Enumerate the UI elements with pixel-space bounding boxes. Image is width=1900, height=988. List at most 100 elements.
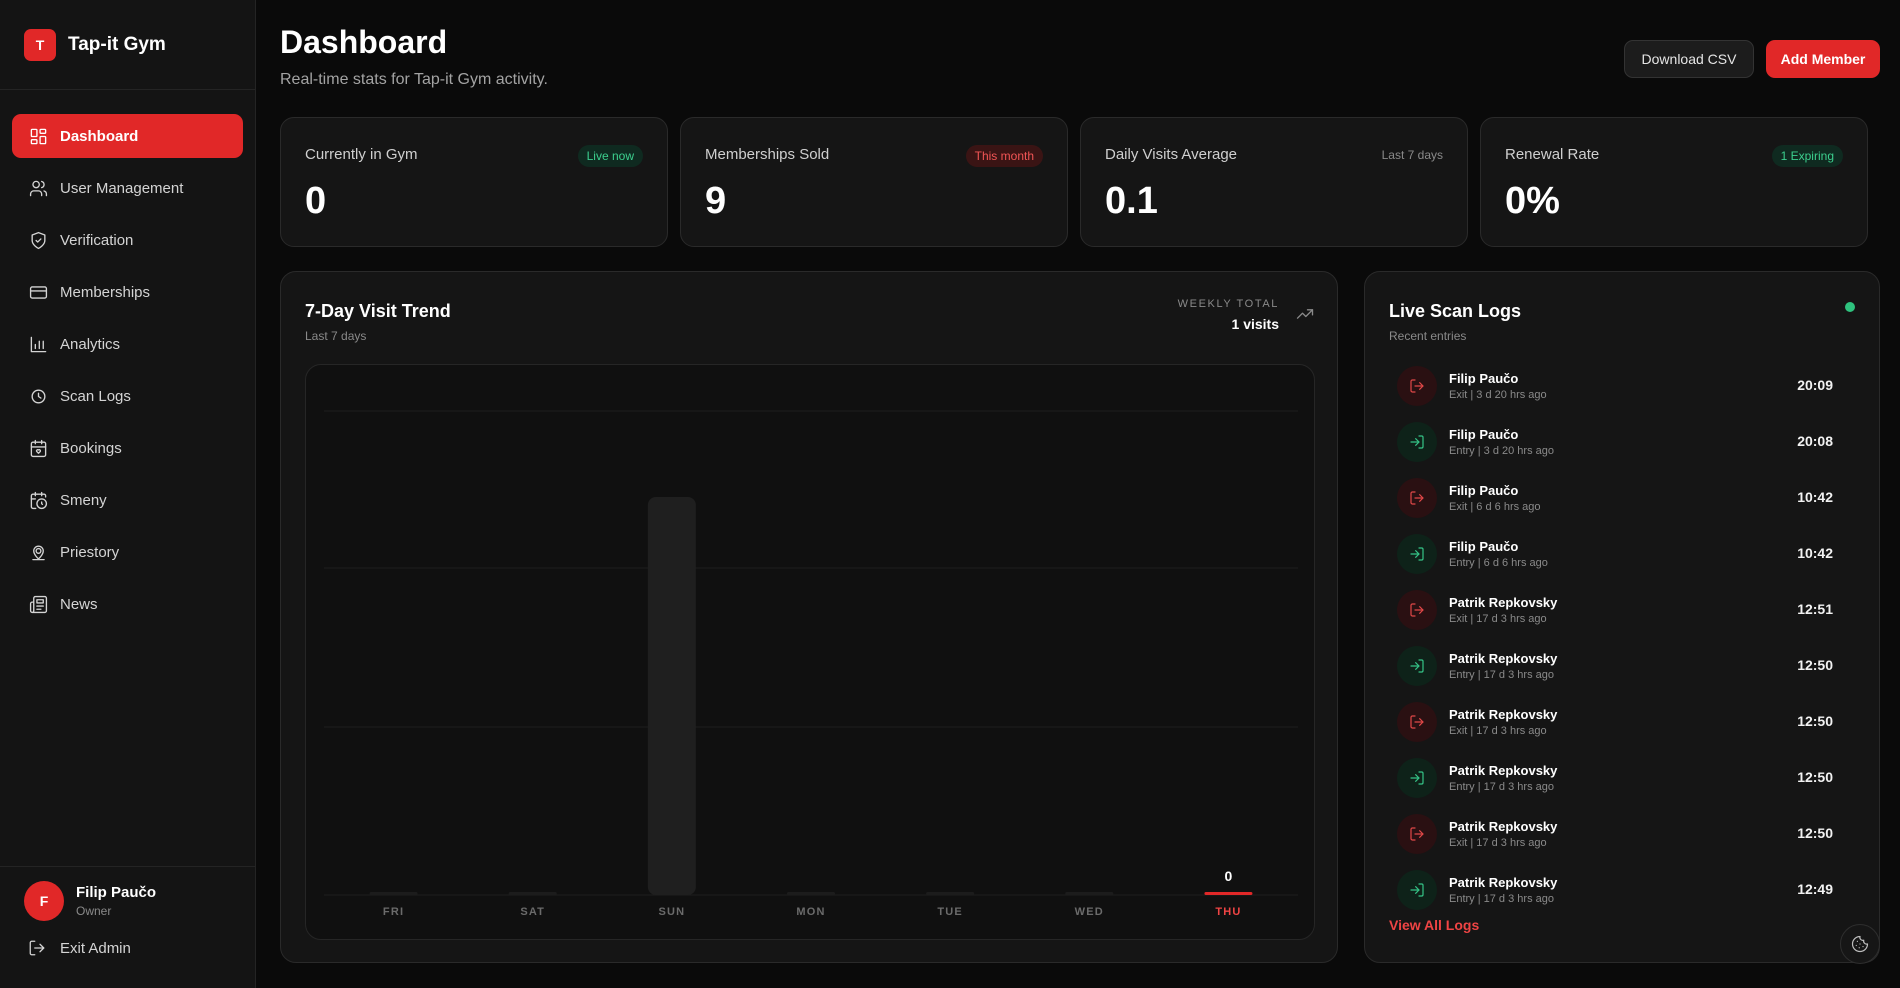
x-tick-label: SUN — [658, 906, 685, 918]
sidebar-item-label: User Management — [60, 179, 184, 197]
user-name: Filip Paučo — [76, 884, 157, 901]
sidebar-item-label: Bookings — [60, 439, 122, 457]
sidebar-item-label: Verification — [60, 231, 134, 249]
log-row[interactable]: Filip Paučo Entry | 6 d 6 hrs ago 10:42 — [1397, 526, 1857, 582]
log-detail: Exit | 17 d 3 hrs ago — [1449, 725, 1547, 737]
stat-value: 0.1 — [1105, 180, 1158, 222]
data-label: 0 — [1225, 868, 1233, 884]
download-csv-button[interactable]: Download CSV — [1624, 40, 1754, 78]
log-row[interactable]: Filip Paučo Exit | 6 d 6 hrs ago 10:42 — [1397, 470, 1857, 526]
sidebar-item-label: Smeny — [60, 491, 107, 509]
log-member-name: Patrik Repkovsky — [1449, 763, 1558, 778]
trending-up-icon — [1295, 304, 1315, 324]
log-member-name: Filip Paučo — [1449, 539, 1519, 554]
stat-card-renewal-rate: Renewal Rate 1 Expiring 0% — [1480, 117, 1868, 247]
bar — [647, 497, 696, 895]
bar-chart-icon — [28, 334, 48, 354]
logs-subtitle: Recent entries — [1389, 329, 1467, 343]
log-time: 20:09 — [1797, 377, 1833, 393]
stat-value: 0 — [305, 180, 327, 222]
sidebar-item-analytics[interactable]: Analytics — [12, 322, 243, 366]
stat-badge: Last 7 days — [1381, 148, 1443, 162]
bar — [787, 892, 835, 895]
log-row[interactable]: Filip Paučo Entry | 3 d 20 hrs ago 20:08 — [1397, 414, 1857, 470]
x-tick-label: FRI — [383, 906, 404, 918]
log-out-icon — [1397, 366, 1437, 406]
weekly-total-label: WEEKLY TOTAL — [1177, 298, 1279, 310]
log-row[interactable]: Patrik Repkovsky Exit | 17 d 3 hrs ago 12:… — [1397, 582, 1857, 638]
log-detail: Entry | 3 d 20 hrs ago — [1449, 445, 1554, 457]
log-detail: Exit | 3 d 20 hrs ago — [1449, 389, 1547, 401]
log-in-icon — [1397, 646, 1437, 686]
log-row[interactable]: Patrik Repkovsky Entry | 17 d 3 hrs ago 12… — [1397, 750, 1857, 806]
bar — [508, 892, 557, 895]
bar — [926, 892, 975, 895]
view-all-logs-link[interactable]: View All Logs — [1389, 917, 1480, 933]
user-role: Owner — [76, 904, 112, 918]
user-profile[interactable]: F Filip Paučo Owner — [24, 881, 255, 921]
log-row[interactable]: Patrik Repkovsky Exit | 17 d 3 hrs ago 12:… — [1397, 806, 1857, 862]
log-time: 10:42 — [1797, 545, 1833, 561]
log-detail: Entry | 17 d 3 hrs ago — [1449, 669, 1554, 681]
log-time: 10:42 — [1797, 489, 1833, 505]
log-in-icon — [1397, 534, 1437, 574]
log-row[interactable]: Patrik Repkovsky Exit | 17 d 3 hrs ago 12:… — [1397, 694, 1857, 750]
sidebar-item-verification[interactable]: Verification — [12, 218, 243, 262]
stat-card-memberships-sold: Memberships Sold This month 9 — [680, 117, 1068, 247]
x-tick-label: WED — [1075, 906, 1104, 918]
x-tick-label: SAT — [520, 906, 545, 918]
sidebar-item-user-management[interactable]: User Management — [12, 166, 243, 210]
log-member-name: Filip Paučo — [1449, 483, 1519, 498]
log-row[interactable]: Patrik Repkovsky Entry | 17 d 3 hrs ago 12… — [1397, 638, 1857, 694]
trend-title: 7-Day Visit Trend — [305, 301, 451, 321]
log-out-icon — [1397, 702, 1437, 742]
sidebar-item-priestory[interactable]: Priestory — [12, 530, 243, 574]
log-out-icon — [1397, 478, 1437, 518]
log-in-icon — [1397, 758, 1437, 798]
x-tick-label: MON — [796, 906, 825, 918]
sidebar-item-memberships[interactable]: Memberships — [12, 270, 243, 314]
stat-badge: 1 Expiring — [1771, 145, 1843, 167]
add-member-button[interactable]: Add Member — [1766, 40, 1880, 78]
sidebar: T Tap-it Gym Dashboard User Management Ver… — [0, 0, 256, 988]
stat-label: Renewal Rate — [1505, 146, 1600, 163]
sidebar-item-dashboard[interactable]: Dashboard — [12, 114, 243, 158]
sidebar-item-label: News — [60, 595, 98, 613]
log-member-name: Filip Paučo — [1449, 371, 1519, 386]
users-icon — [28, 178, 48, 198]
log-time: 12:50 — [1797, 769, 1833, 785]
exit-admin-button[interactable]: Exit Admin — [24, 939, 255, 957]
log-member-name: Patrik Repkovsky — [1449, 651, 1558, 666]
brand: T Tap-it Gym — [0, 0, 255, 90]
page-title: Dashboard — [280, 24, 448, 60]
chart-svg: FRI SAT SUN MON TUE WED THU 0 — [324, 410, 1298, 918]
bar — [1065, 892, 1114, 895]
log-time: 12:50 — [1797, 825, 1833, 841]
bar — [1204, 892, 1253, 895]
sidebar-item-news[interactable]: News — [12, 582, 243, 626]
logs-title: Live Scan Logs — [1389, 301, 1522, 321]
sidebar-nav: Dashboard User Management Verification Memb… — [0, 90, 255, 626]
stat-card-daily-visits-average: Daily Visits Average Last 7 days 0.1 — [1080, 117, 1468, 247]
x-tick-label: TUE — [937, 906, 963, 918]
cookie-settings-button[interactable] — [1840, 924, 1880, 964]
calendar-clock-icon — [28, 490, 48, 510]
log-in-icon — [1397, 870, 1437, 910]
sidebar-item-label: Scan Logs — [60, 387, 131, 405]
sidebar-item-scan-logs[interactable]: Scan Logs — [12, 374, 243, 418]
log-out-icon — [1397, 814, 1437, 854]
log-member-name: Patrik Repkovsky — [1449, 819, 1558, 834]
log-time: 12:50 — [1797, 657, 1833, 673]
log-row[interactable]: Patrik Repkovsky Entry | 17 d 3 hrs ago 12… — [1397, 862, 1857, 918]
live-indicator-dot — [1845, 302, 1855, 312]
sidebar-item-label: Analytics — [60, 335, 121, 353]
log-row[interactable]: Filip Paučo Exit | 3 d 20 hrs ago 20:09 — [1397, 358, 1857, 414]
exit-admin-label: Exit Admin — [60, 939, 131, 957]
log-detail: Entry | 17 d 3 hrs ago — [1449, 781, 1554, 793]
logs-list: Filip Paučo Exit | 3 d 20 hrs ago 20:09 Fil… — [1397, 358, 1857, 918]
log-member-name: Patrik Repkovsky — [1449, 595, 1558, 610]
newspaper-icon — [28, 594, 48, 614]
sidebar-item-smeny[interactable]: Smeny — [12, 478, 243, 522]
scan-icon — [28, 386, 48, 406]
sidebar-item-bookings[interactable]: Bookings — [12, 426, 243, 470]
